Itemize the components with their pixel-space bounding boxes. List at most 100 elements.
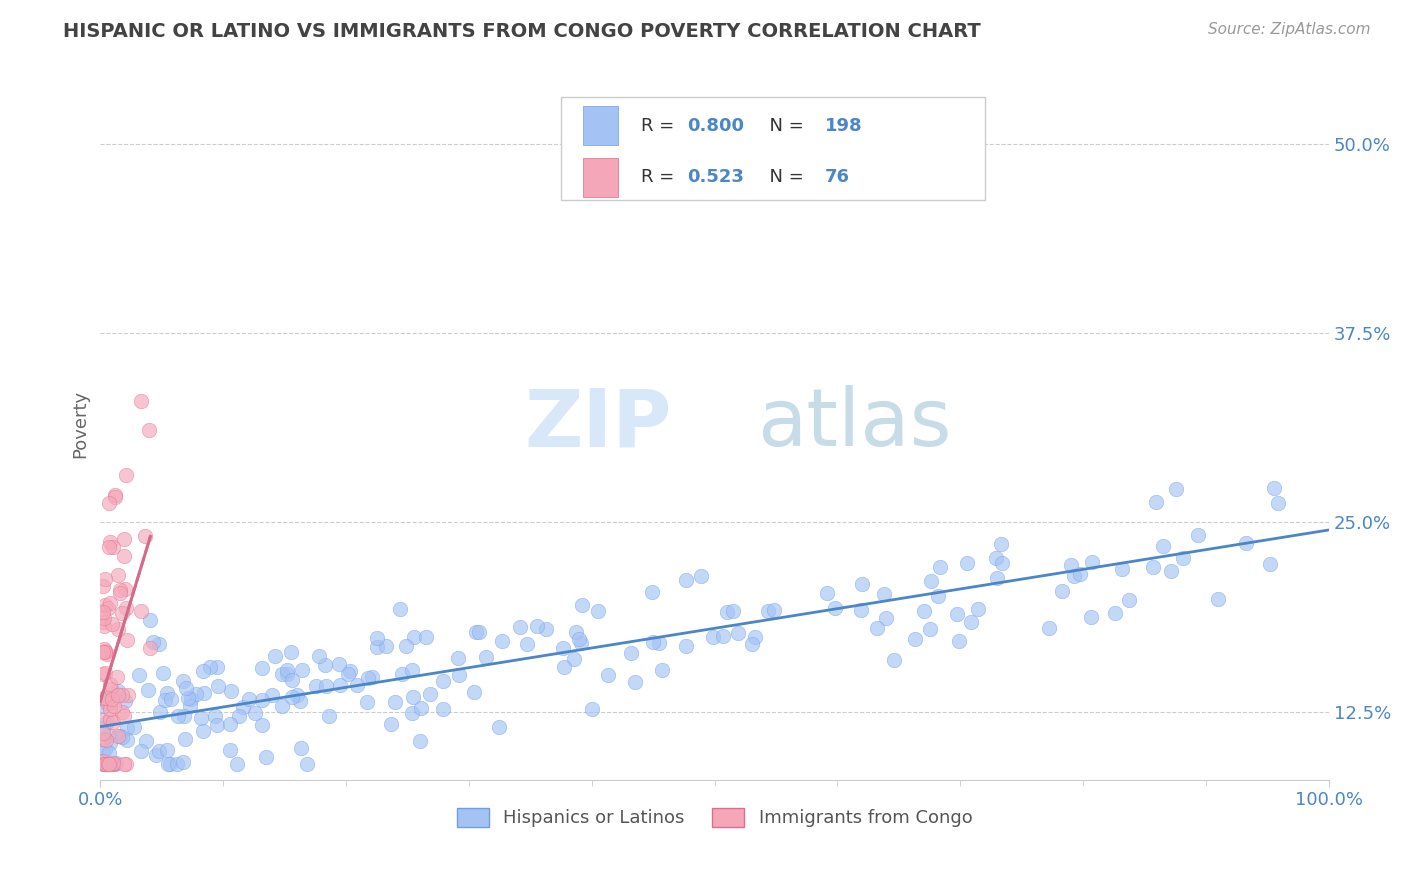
- Point: [1069, 566, 1091, 581]
- Point: [280, 673, 302, 687]
- Point: [388, 602, 411, 616]
- Point: [723, 603, 745, 617]
- Point: [986, 571, 1008, 585]
- Point: [295, 757, 318, 772]
- Point: [276, 664, 298, 678]
- Text: atlas: atlas: [758, 385, 952, 463]
- Text: 76: 76: [825, 169, 851, 186]
- Y-axis label: Poverty: Poverty: [72, 390, 89, 458]
- Point: [138, 423, 160, 437]
- Point: [94, 757, 117, 772]
- Point: [411, 701, 433, 715]
- Point: [336, 667, 359, 681]
- Point: [139, 613, 162, 627]
- Point: [115, 467, 138, 482]
- Point: [107, 729, 129, 743]
- Point: [744, 631, 766, 645]
- Point: [179, 699, 201, 714]
- Point: [824, 601, 846, 615]
- Point: [91, 666, 114, 681]
- Point: [1059, 558, 1081, 573]
- Point: [93, 619, 115, 633]
- Point: [281, 690, 304, 704]
- Point: [716, 605, 738, 619]
- Point: [145, 748, 167, 763]
- Point: [329, 678, 352, 692]
- Point: [1258, 558, 1281, 572]
- Point: [91, 757, 114, 772]
- Point: [401, 663, 423, 677]
- Point: [96, 757, 118, 772]
- Point: [432, 702, 454, 716]
- Point: [1111, 562, 1133, 576]
- Point: [155, 686, 177, 700]
- Point: [156, 743, 179, 757]
- Point: [409, 733, 432, 747]
- Point: [641, 585, 664, 599]
- Point: [271, 698, 294, 713]
- Point: [741, 637, 763, 651]
- Point: [219, 742, 242, 756]
- Point: [762, 603, 785, 617]
- Point: [276, 667, 298, 681]
- Point: [254, 749, 277, 764]
- Point: [91, 746, 114, 760]
- Point: [588, 604, 610, 618]
- Point: [815, 586, 838, 600]
- Point: [1152, 539, 1174, 553]
- Point: [94, 757, 117, 772]
- Point: [104, 490, 127, 504]
- Point: [250, 661, 273, 675]
- Point: [114, 582, 136, 597]
- Point: [97, 541, 120, 555]
- Point: [285, 688, 308, 702]
- Point: [308, 648, 330, 663]
- Point: [756, 604, 779, 618]
- Point: [91, 754, 114, 768]
- Point: [219, 684, 242, 698]
- Point: [173, 708, 195, 723]
- Point: [166, 709, 188, 723]
- Point: [93, 644, 115, 658]
- Point: [620, 646, 643, 660]
- Point: [849, 603, 872, 617]
- Point: [100, 676, 122, 690]
- Point: [1038, 621, 1060, 635]
- FancyBboxPatch shape: [583, 106, 617, 145]
- Point: [156, 757, 179, 772]
- Point: [262, 688, 284, 702]
- Point: [339, 664, 361, 678]
- Point: [380, 716, 402, 731]
- Point: [491, 634, 513, 648]
- Point: [207, 679, 229, 693]
- Point: [1081, 555, 1104, 569]
- Point: [918, 622, 941, 636]
- Point: [173, 732, 195, 747]
- FancyBboxPatch shape: [583, 158, 617, 197]
- Point: [465, 625, 488, 640]
- Point: [104, 488, 127, 502]
- Point: [581, 702, 603, 716]
- Point: [131, 604, 153, 618]
- Point: [101, 757, 124, 772]
- Point: [366, 632, 388, 646]
- Point: [305, 679, 328, 693]
- Point: [93, 641, 115, 656]
- Point: [129, 744, 152, 758]
- Text: N =: N =: [758, 117, 808, 135]
- Point: [97, 757, 120, 772]
- Point: [228, 709, 250, 723]
- Point: [139, 640, 162, 655]
- Point: [516, 637, 538, 651]
- Point: [142, 635, 165, 649]
- Point: [873, 587, 896, 601]
- Point: [114, 694, 136, 708]
- Point: [135, 733, 157, 747]
- Point: [270, 667, 292, 681]
- Point: [97, 601, 120, 615]
- Point: [205, 718, 228, 732]
- Point: [318, 708, 340, 723]
- Point: [111, 688, 134, 702]
- Point: [98, 702, 121, 716]
- Point: [193, 686, 215, 700]
